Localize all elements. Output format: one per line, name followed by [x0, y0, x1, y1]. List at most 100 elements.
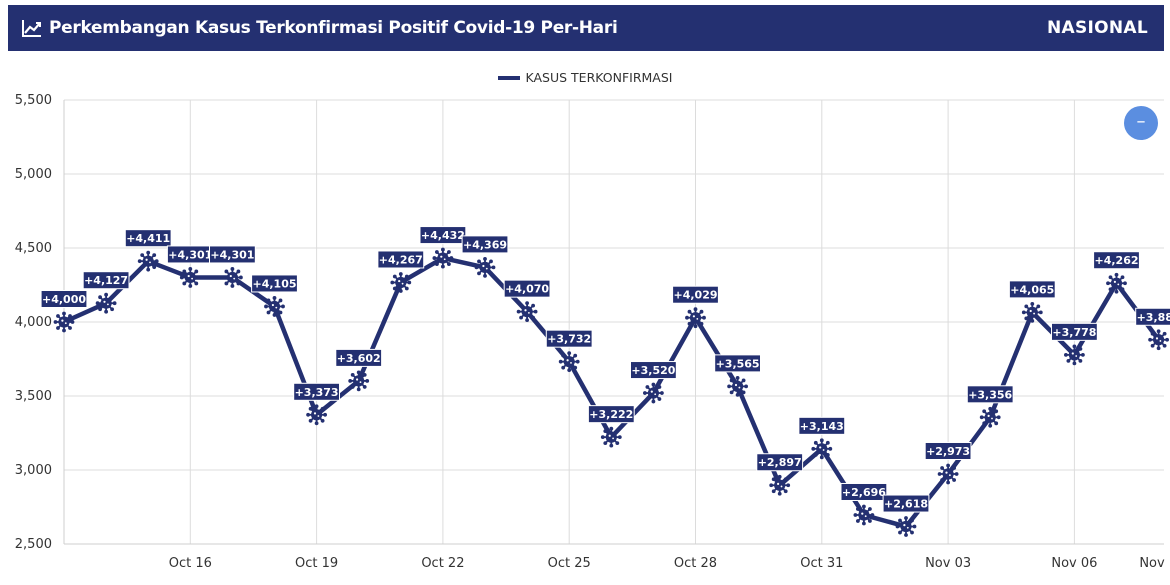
data-label: +3,222: [587, 405, 635, 424]
virus-marker[interactable]: [474, 256, 496, 278]
virus-marker[interactable]: [137, 250, 159, 272]
data-label: +4,029: [672, 285, 719, 304]
data-labels: +4,000 +4,127 +4,411 +4,301+4,301 +4,105 +3,3…: [40, 226, 1170, 513]
data-label: +4,369: [461, 235, 509, 254]
data-label-text: +3,880: [1137, 311, 1170, 324]
data-label: +3,520: [630, 361, 677, 380]
virus-marker[interactable]: [179, 267, 201, 288]
y-tick-label: 2,500: [15, 537, 52, 552]
x-tick-label: Oct 25: [548, 556, 591, 571]
data-label-text: +3,778: [1052, 326, 1096, 339]
virus-marker[interactable]: [1148, 329, 1169, 351]
data-label-text: +4,065: [1010, 283, 1054, 296]
chart-grid: [63, 99, 1164, 545]
virus-marker[interactable]: [95, 292, 117, 314]
zoom-reset-button[interactable]: –: [1124, 106, 1158, 140]
virus-marker[interactable]: [600, 426, 622, 448]
data-label-text: +3,732: [547, 333, 591, 346]
virus-marker[interactable]: [222, 267, 243, 288]
data-label-text: +2,618: [884, 498, 928, 511]
data-label: +4,301: [166, 245, 214, 264]
x-tick-label: Oct 22: [421, 556, 464, 571]
data-label-text: +3,356: [968, 388, 1012, 401]
virus-marker[interactable]: [558, 351, 580, 373]
data-label: +4,411: [124, 229, 172, 248]
data-label-text: +2,973: [926, 445, 970, 458]
data-label: +3,356: [966, 385, 1014, 404]
data-label-text: +2,897: [758, 456, 802, 469]
virus-marker[interactable]: [348, 370, 370, 392]
x-tick-label: Oct 16: [169, 556, 212, 571]
data-label: +2,618: [882, 494, 930, 513]
y-tick-label: 5,500: [15, 93, 52, 108]
data-label-text: +4,369: [463, 238, 507, 251]
virus-marker[interactable]: [1021, 301, 1043, 323]
data-label: +4,262: [1093, 251, 1140, 270]
data-label: +2,973: [924, 441, 972, 460]
data-label: +3,373: [293, 382, 341, 401]
virus-marker[interactable]: [811, 438, 833, 460]
data-label: +4,301: [209, 245, 256, 264]
data-label: +4,127: [82, 271, 130, 290]
data-label-text: +4,301: [210, 248, 254, 261]
data-label: +4,065: [1008, 280, 1056, 299]
data-label: +3,565: [714, 354, 762, 373]
data-label: +3,778: [1051, 322, 1098, 341]
virus-marker[interactable]: [643, 382, 664, 404]
virus-marker[interactable]: [769, 474, 791, 496]
y-tick-label: 4,000: [15, 315, 52, 330]
data-label: +3,143: [798, 416, 846, 435]
legend-swatch: [497, 75, 520, 80]
data-label-text: +4,105: [252, 277, 296, 290]
virus-marker[interactable]: [1106, 272, 1127, 294]
data-label-text: +3,565: [716, 357, 760, 370]
x-tick-label: Oct 19: [295, 556, 338, 571]
y-axis: 2,500 3,000 3,500 4,000 4,500 5,000 5,500: [15, 93, 52, 552]
virus-marker[interactable]: [979, 406, 1001, 428]
x-tick-label: Nov 03: [925, 556, 971, 571]
virus-marker[interactable]: [895, 516, 917, 537]
virus-marker[interactable]: [264, 296, 285, 317]
data-label-text: +4,029: [673, 289, 717, 302]
data-label: +4,000: [40, 290, 88, 308]
data-label-text: +4,127: [84, 274, 128, 287]
data-label-text: +3,373: [295, 386, 339, 399]
region-label[interactable]: NASIONAL: [1046, 18, 1148, 38]
chart-legend[interactable]: KASUS TERKONFIRMASI: [0, 70, 1170, 85]
data-label-text: +4,301: [168, 248, 212, 261]
data-label: +4,267: [377, 250, 425, 269]
header-title-group: Perkembangan Kasus Terkonfirmasi Positif…: [22, 5, 618, 51]
data-label: +3,880: [1135, 307, 1170, 326]
data-label-text: +3,602: [337, 352, 381, 365]
data-label: +2,897: [756, 453, 804, 472]
virus-marker[interactable]: [685, 307, 706, 329]
data-label-text: +4,070: [505, 283, 549, 296]
virus-marker[interactable]: [432, 247, 454, 269]
minus-icon: –: [1136, 111, 1146, 132]
virus-marker[interactable]: [53, 311, 75, 333]
data-label: +4,070: [503, 279, 551, 298]
data-label-text: +4,267: [379, 253, 423, 266]
virus-marker[interactable]: [937, 463, 959, 485]
x-tick-label: Nov: [1139, 556, 1165, 571]
data-label: +4,105: [251, 274, 298, 293]
virus-marker[interactable]: [516, 301, 538, 323]
virus-marker[interactable]: [727, 375, 748, 397]
x-axis: Oct 16 Oct 19 Oct 22 Oct 25 Oct 28 Oct 31 Nov …: [169, 556, 1165, 571]
y-tick-label: 3,500: [15, 389, 52, 404]
y-tick-label: 5,000: [15, 167, 52, 182]
virus-marker[interactable]: [390, 272, 412, 293]
data-label: +3,732: [545, 329, 593, 348]
virus-marker[interactable]: [1064, 344, 1085, 366]
page-title: Perkembangan Kasus Terkonfirmasi Positif…: [49, 18, 618, 38]
virus-marker[interactable]: [853, 504, 875, 526]
y-tick-label: 3,000: [15, 463, 52, 478]
data-label: +2,696: [840, 482, 888, 501]
chart-header: Perkembangan Kasus Terkonfirmasi Positif…: [8, 5, 1164, 51]
data-label-text: +3,520: [631, 364, 675, 377]
data-label-text: +4,262: [1094, 254, 1138, 267]
virus-marker[interactable]: [306, 404, 327, 426]
data-label: +3,602: [335, 348, 383, 367]
y-tick-label: 4,500: [15, 241, 52, 256]
